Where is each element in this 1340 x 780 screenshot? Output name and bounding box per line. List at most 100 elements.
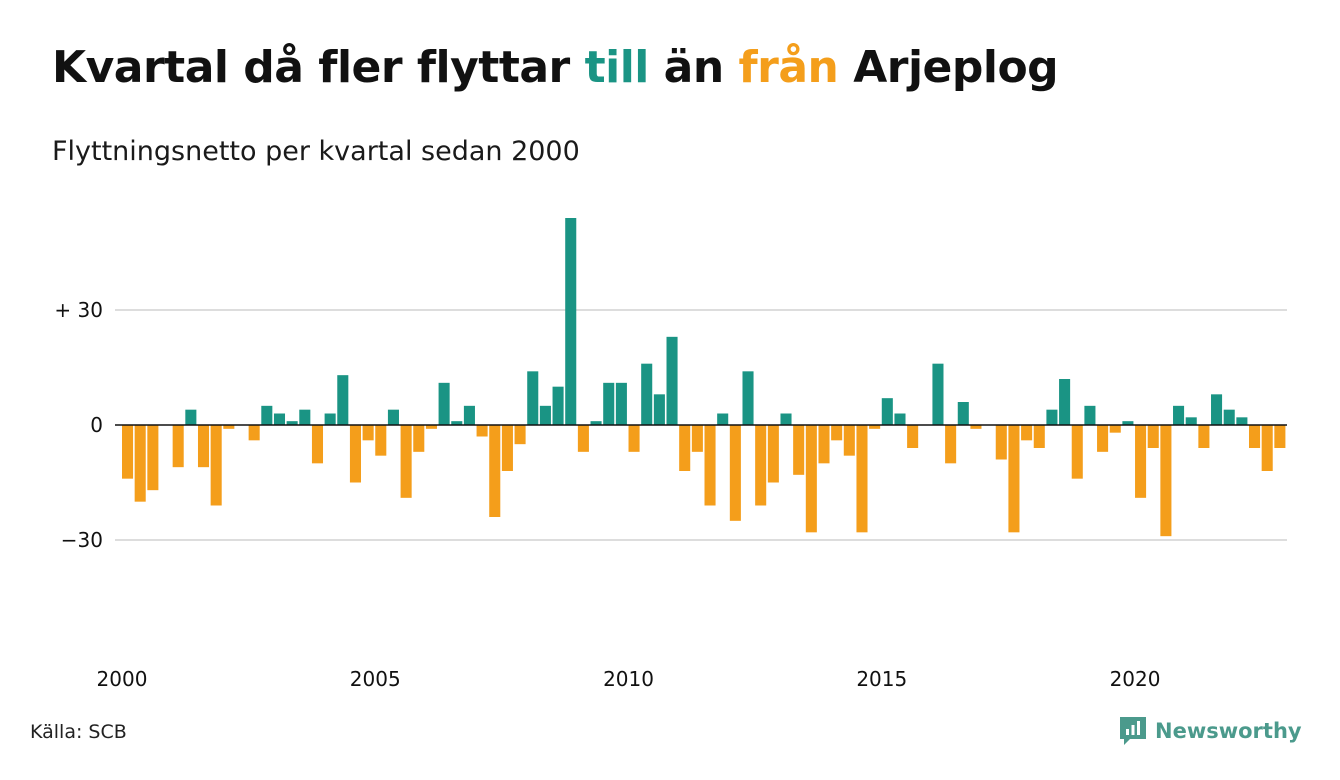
bar-positive (451, 421, 463, 425)
title-part-3: Arjeplog (838, 42, 1059, 93)
x-tick-label: 2020 (1110, 667, 1161, 691)
bar-negative (1008, 425, 1020, 533)
bar-negative (223, 425, 235, 429)
bar-positive (1223, 409, 1235, 425)
chart-title: Kvartal då fler flyttar till än från Arj… (52, 42, 1059, 93)
bar-positive (932, 363, 944, 425)
bar-negative (197, 425, 210, 468)
bar-negative (793, 425, 805, 475)
bar-negative (945, 425, 957, 464)
bar-positive (742, 371, 754, 425)
bar-positive (185, 409, 197, 425)
bar-positive (957, 402, 969, 425)
bar-negative (375, 425, 387, 456)
title-part-2: än (648, 42, 739, 93)
bar-negative (1033, 425, 1045, 448)
bar-negative (1261, 425, 1273, 471)
bar-negative (767, 425, 779, 483)
bar-positive (438, 382, 450, 425)
title-part-1: Kvartal då fler flyttar (52, 42, 585, 93)
bar-negative (805, 425, 817, 533)
bar-negative (628, 425, 640, 452)
x-tick-label: 2010 (603, 667, 654, 691)
bar-negative (172, 425, 184, 468)
bar-negative (729, 425, 741, 521)
y-tick-label: 0 (90, 413, 103, 437)
bar-positive (1185, 417, 1197, 425)
bar-negative (349, 425, 361, 483)
bar-negative (210, 425, 222, 506)
bar-negative (1198, 425, 1210, 448)
bar-positive (653, 394, 665, 425)
title-highlight-fran: från (738, 42, 839, 93)
bar-negative (831, 425, 843, 441)
bar-negative (1274, 425, 1286, 448)
bar-negative (843, 425, 855, 456)
x-tick-label: 2015 (856, 667, 907, 691)
bar-negative (869, 425, 881, 429)
bar-negative (704, 425, 716, 506)
bar-negative (501, 425, 513, 471)
bar-positive (337, 375, 349, 425)
bar-negative (577, 425, 589, 452)
bar-negative (1249, 425, 1261, 448)
bar-positive (666, 336, 678, 425)
bar-positive (1122, 421, 1134, 425)
bar-positive (603, 382, 615, 425)
bar-positive (286, 421, 298, 425)
bar-positive (1211, 394, 1223, 425)
bar-negative (755, 425, 767, 506)
bar-positive (539, 405, 551, 425)
bar-negative (1071, 425, 1083, 479)
bar-negative (122, 425, 134, 479)
bar-positive (273, 413, 286, 425)
bar-negative (1147, 425, 1159, 448)
bar-negative (134, 425, 146, 502)
bar-negative (970, 425, 982, 429)
bar-negative (679, 425, 691, 471)
bar-positive (590, 421, 602, 425)
bar-positive (1084, 405, 1096, 425)
bar-negative (1021, 425, 1033, 441)
bar-positive (565, 218, 577, 425)
bar-negative (147, 425, 159, 491)
bar-negative (691, 425, 703, 452)
bar-negative (1135, 425, 1147, 498)
bar-negative (425, 425, 437, 429)
bar-positive (552, 386, 564, 425)
bar-positive (1046, 409, 1058, 425)
bar-positive (780, 413, 792, 425)
bar-negative (995, 425, 1007, 460)
bar-positive (299, 409, 311, 425)
bar-negative (248, 425, 260, 441)
bar-positive (527, 371, 539, 425)
bar-positive (894, 413, 906, 425)
bar-positive (324, 413, 336, 425)
x-tick-label: 2000 (97, 667, 148, 691)
y-tick-label: −30 (61, 528, 103, 552)
bar-chart: + 30 0 −30 2000 2005 2010 2015 2020 (54, 218, 1287, 691)
bar-positive (881, 398, 893, 425)
bar-negative (489, 425, 501, 517)
bar-positive (387, 409, 399, 425)
bar-negative (514, 425, 526, 445)
bar-negative (400, 425, 412, 498)
x-tick-label: 2005 (350, 667, 401, 691)
title-highlight-till: till (584, 42, 650, 93)
chart-subtitle: Flyttningsnetto per kvartal sedan 2000 (52, 136, 580, 167)
bar-negative (362, 425, 374, 441)
bar-positive (641, 363, 653, 425)
bar-positive (717, 413, 729, 425)
brand-logo: Newsworthy (1118, 715, 1302, 747)
y-tick-label: + 30 (54, 298, 103, 322)
bar-negative (413, 425, 425, 452)
bar-negative (1097, 425, 1109, 452)
bar-negative (311, 425, 324, 464)
bar-positive (1173, 405, 1185, 425)
bar-negative (907, 425, 919, 448)
source-note: Källa: SCB (30, 721, 127, 743)
bar-negative (856, 425, 868, 533)
bar-positive (463, 405, 475, 425)
bar-negative (818, 425, 830, 464)
brand-name: Newsworthy (1155, 719, 1302, 743)
